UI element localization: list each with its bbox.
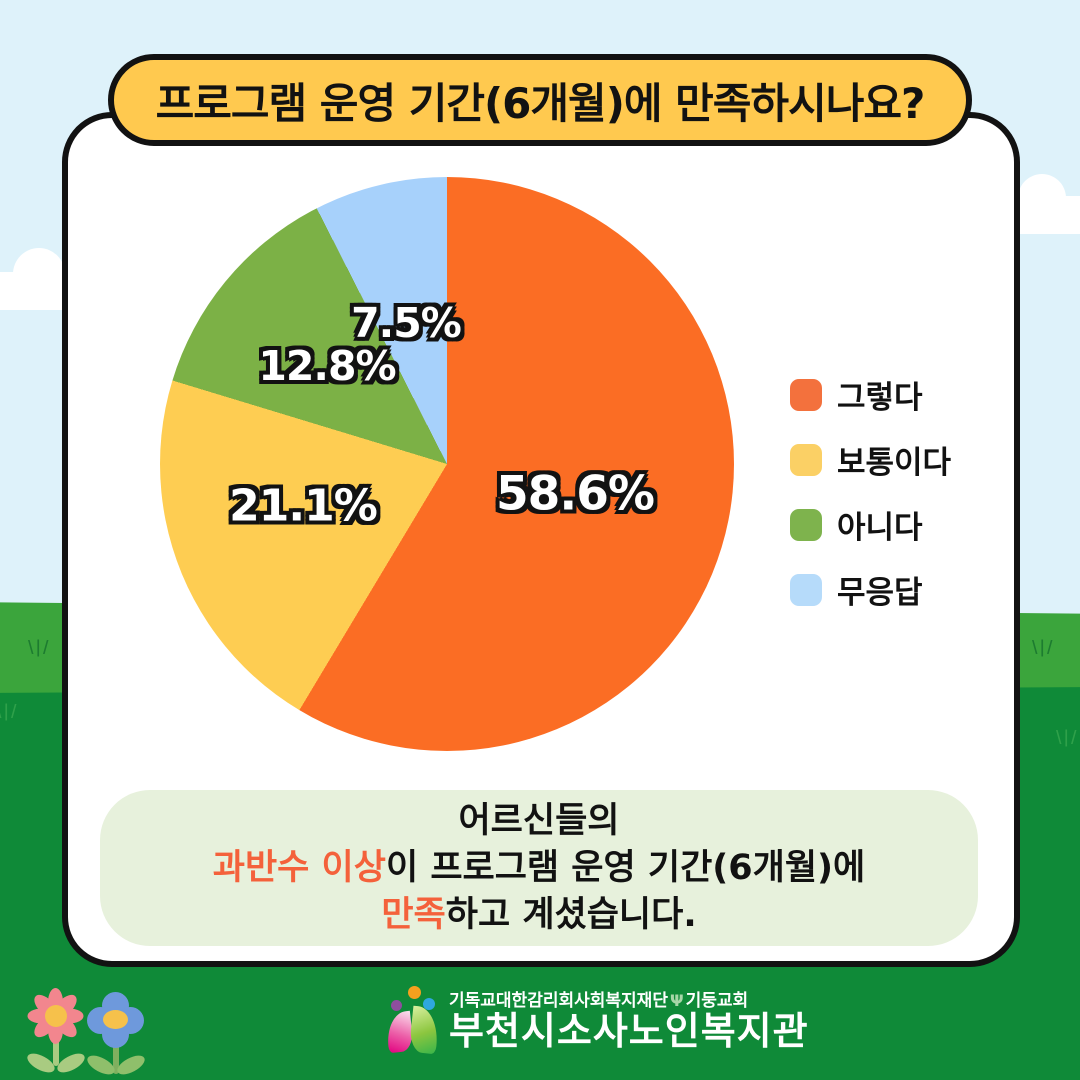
grass-icon: \|/ <box>1032 637 1055 657</box>
legend-item: 그렇다 <box>790 372 951 417</box>
legend-label: 무응답 <box>837 575 923 611</box>
pie-label-neutral: 21.1% <box>229 480 378 532</box>
legend: 그렇다 보통이다 아니다 무응답 <box>790 372 951 612</box>
legend-item: 보통이다 <box>790 437 951 482</box>
legend-item: 아니다 <box>790 502 951 547</box>
legend-label: 보통이다 <box>837 445 952 481</box>
summary-line-2: 과반수 이상이 프로그램 운영 기간(6개월)에 <box>213 845 866 892</box>
blue-flower-icon <box>84 992 148 1080</box>
summary-text: 하고 계셨습니다. <box>445 894 697 935</box>
affiliation-line: 기독교대한감리회사회복지재단 Ψ 기둥교회 <box>449 986 809 1011</box>
title-banner: 프로그램 운영 기간(6개월)에 만족하시나요? <box>108 54 972 146</box>
summary-text: 이 프로그램 운영 기간(6개월)에 <box>385 847 866 888</box>
legend-item: 무응답 <box>790 567 951 612</box>
pie-label-noanswer: 7.5% <box>351 299 462 347</box>
page-title: 프로그램 운영 기간(6개월)에 만족하시나요? <box>155 78 926 128</box>
legend-label: 그렇다 <box>837 380 923 416</box>
legend-swatch <box>790 443 822 476</box>
summary-accent: 만족 <box>381 894 446 935</box>
pie-label-yes: 58.6% <box>495 466 655 522</box>
legend-swatch <box>790 378 822 411</box>
grass-icon: \|/ <box>0 701 19 721</box>
welfare-center-logo-icon <box>383 986 441 1055</box>
summary-line-1: 어르신들의 <box>458 800 620 841</box>
church-emblem-icon: Ψ <box>669 991 684 1010</box>
pie-label-no: 12.8% <box>258 342 396 390</box>
content-card: 58.6% 21.1% 12.8% 7.5% 그렇다 보통이다 아니다 무응답 <box>62 112 1020 967</box>
pink-flower-icon <box>24 986 88 1080</box>
summary-box: 어르신들의 과반수 이상이 프로그램 운영 기간(6개월)에 만족하고 계셨습니… <box>100 790 978 946</box>
footer-text: 기독교대한감리회사회복지재단 Ψ 기둥교회 부천시소사노인복지관 <box>449 986 809 1051</box>
grass-icon: \|/ <box>28 637 51 657</box>
affiliation-church: 기둥교회 <box>685 991 749 1011</box>
grass-icon: \|/ <box>1056 727 1079 747</box>
summary-line-3: 만족하고 계셨습니다. <box>381 892 696 939</box>
legend-label: 아니다 <box>837 510 923 546</box>
affiliation-foundation: 기독교대한감리회사회복지재단 <box>449 991 668 1011</box>
legend-swatch <box>790 508 822 541</box>
footer-logo: 기독교대한감리회사회복지재단 Ψ 기둥교회 부천시소사노인복지관 <box>383 986 809 1055</box>
legend-swatch <box>790 573 822 606</box>
pie-chart: 58.6% 21.1% 12.8% 7.5% <box>160 177 734 751</box>
summary-accent: 과반수 이상 <box>212 847 386 888</box>
organization-name: 부천시소사노인복지관 <box>449 1009 809 1053</box>
